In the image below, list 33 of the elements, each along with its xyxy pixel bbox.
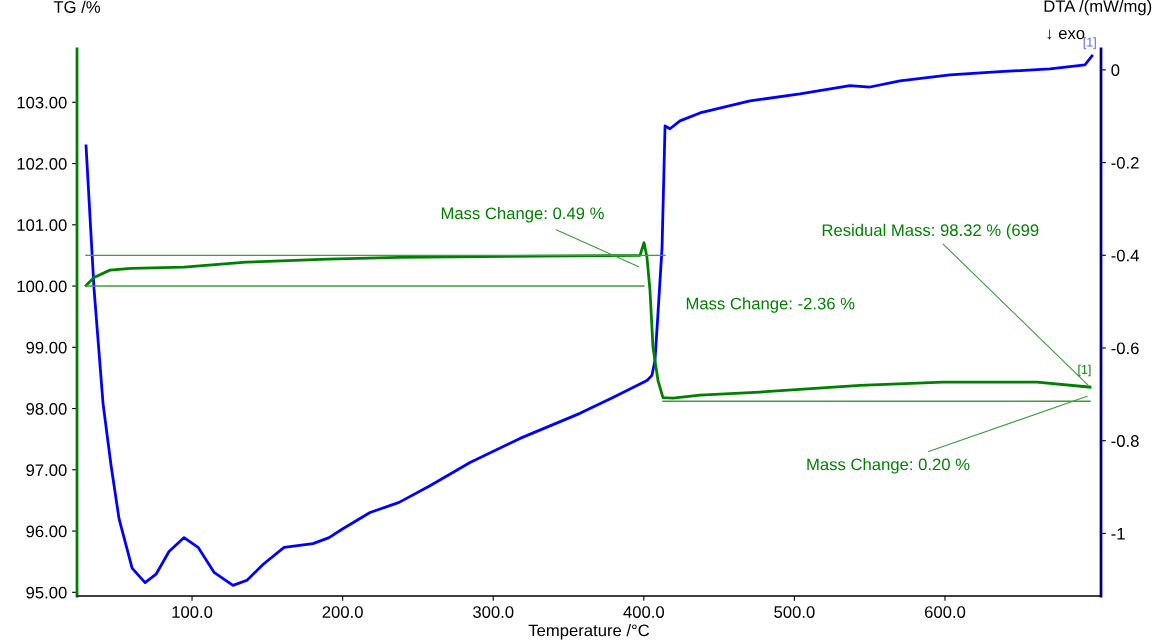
y2-tick-label: 0 [1111,64,1120,77]
y-tick-label: 97.00 [26,464,67,477]
annotation: Mass Change: -2.36 % [686,297,855,313]
x-tick-label: 400.0 [623,606,665,618]
line-series [84,241,1092,400]
y-tick-label: 103.00 [17,96,67,109]
y-tick-label: 96.00 [26,525,67,538]
annotation: Mass Change: 0.49 % [441,206,604,223]
x-tick-label: 200.0 [322,606,363,618]
y-tick-label: 102.00 [17,157,67,170]
y-axis-title: TG /% [53,0,101,13]
text: ↓ exo [1047,29,1085,40]
y2-tick-label: -0.8 [1111,435,1139,447]
annotation: Mass Change: 0.20 % [807,458,970,474]
y2-axis-title: DTA /(mW/mg) [1044,0,1152,16]
y2-tick-label: -0.2 [1111,156,1139,169]
line-series [84,54,1094,587]
y-tick-label: 100.00 [17,280,67,293]
y-tick-label: 95.00 [26,586,67,599]
y2-tick-label: -1 [1111,527,1125,540]
annotation: [1] [1078,364,1091,377]
x-axis-title: Temperature /°C [528,624,650,640]
y-tick-label: 98.00 [26,402,67,415]
x-tick-label: 600.0 [924,606,966,618]
y-tick-label: 101.00 [17,219,67,231]
x-tick-label: 300.0 [473,606,514,618]
text: [1] [1083,37,1096,49]
y2-tick-label: -0.4 [1111,249,1139,262]
y-tick-label: 99.00 [26,341,67,354]
x-tick-label: 500.0 [774,606,815,618]
x-tick-label: 100.0 [172,606,213,618]
y2-tick-label: -0.6 [1111,342,1139,355]
annotation: Residual Mass: 98.32 % (699 [822,223,1039,240]
